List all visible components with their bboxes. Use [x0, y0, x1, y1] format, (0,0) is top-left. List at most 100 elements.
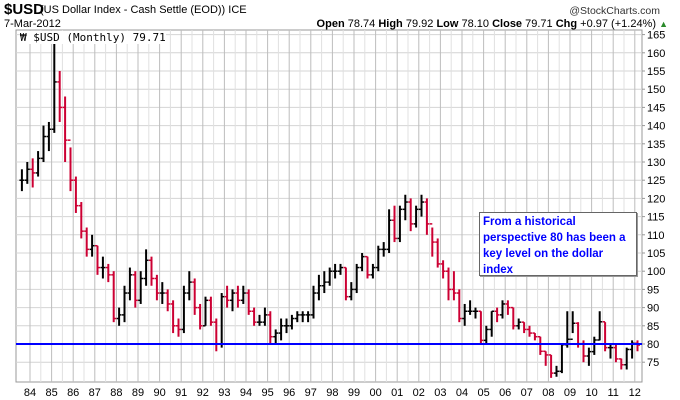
price-bar	[262, 307, 268, 326]
price-bar	[95, 244, 100, 275]
price-bar	[132, 271, 138, 308]
price-bar	[203, 296, 208, 327]
low-value: 78.10	[461, 18, 490, 30]
price-bar	[84, 227, 90, 257]
price-bar	[57, 71, 63, 122]
price-bar	[197, 303, 203, 330]
x-tick-label: 87	[89, 387, 101, 399]
price-bar	[192, 278, 198, 315]
price-bar	[68, 139, 73, 192]
price-bar	[230, 289, 235, 312]
x-tick-label: 91	[175, 387, 187, 399]
x-tick-label: 95	[261, 387, 273, 399]
x-tick-label: 86	[67, 387, 79, 399]
x-tick-label: 99	[348, 387, 360, 399]
x-tick-label: 96	[283, 387, 295, 399]
price-bar	[348, 282, 354, 301]
price-bar	[489, 310, 495, 337]
price-bar	[143, 249, 149, 286]
x-tick-label: 01	[391, 387, 403, 399]
price-bar	[554, 365, 559, 377]
x-tick-label: 06	[499, 387, 511, 399]
y-tick-label: 115	[647, 212, 665, 224]
price-bar	[618, 358, 624, 370]
price-bar	[446, 267, 451, 301]
quote-date: 7-Mar-2012	[4, 18, 61, 30]
price-bar	[246, 289, 252, 315]
price-bar	[273, 329, 279, 344]
high-label: High	[378, 18, 403, 30]
price-bar	[116, 307, 122, 326]
price-bar	[548, 354, 554, 378]
price-bar	[435, 238, 441, 268]
x-tick-label: 11	[607, 387, 618, 399]
price-bar	[359, 253, 365, 272]
x-tick-label: 03	[434, 387, 446, 399]
x-tick-label: 85	[45, 387, 57, 399]
price-bar	[278, 318, 284, 341]
symbol-description: (US Dollar Index - Cash Settle (EOD)) IC…	[40, 4, 247, 16]
price-bar	[176, 318, 181, 337]
price-bar	[456, 289, 462, 323]
open-label: Open	[316, 18, 345, 30]
price-bar	[78, 202, 84, 239]
price-bar	[289, 314, 295, 330]
price-bar	[186, 271, 192, 301]
x-tick-label: 92	[197, 387, 209, 399]
price-bar	[386, 209, 392, 253]
x-tick-label: 04	[456, 387, 468, 399]
price-bar	[527, 325, 532, 337]
price-bar	[51, 38, 57, 133]
price-bar	[170, 300, 176, 334]
price-bar	[473, 307, 478, 319]
x-tick-label: 97	[305, 387, 317, 399]
ohlc-bar-icon: ₩	[20, 31, 27, 44]
price-bar	[311, 285, 316, 319]
price-bar	[257, 314, 262, 326]
x-tick-label: 90	[153, 387, 165, 399]
y-tick-label: 75	[647, 357, 659, 369]
price-bar	[332, 263, 338, 279]
price-bar	[602, 321, 608, 352]
price-bar	[375, 245, 381, 272]
up-arrow-icon: ▲	[659, 19, 668, 29]
price-bar	[181, 285, 187, 334]
price-bar	[111, 271, 117, 323]
price-bar	[105, 263, 111, 283]
symbol: $USD	[4, 1, 45, 18]
price-bar	[500, 300, 505, 319]
x-tick-label: 00	[369, 387, 381, 399]
price-bar	[127, 267, 133, 301]
price-bar	[591, 336, 597, 355]
price-bar	[419, 194, 424, 217]
price-bar	[608, 344, 613, 359]
price-bar	[451, 271, 457, 301]
price-bar	[429, 223, 435, 257]
y-tick-label: 130	[647, 157, 665, 169]
price-bar	[624, 347, 630, 370]
price-bar	[300, 311, 306, 323]
price-bar	[100, 256, 106, 279]
price-bar	[235, 285, 241, 308]
price-bar	[73, 176, 79, 213]
price-bar	[370, 263, 376, 279]
price-bar	[570, 311, 576, 341]
price-bar	[365, 255, 370, 279]
price-bar	[240, 285, 246, 304]
y-tick-label: 160	[647, 48, 665, 60]
price-bar	[154, 274, 160, 301]
y-tick-label: 165	[647, 30, 665, 42]
annotation-box: From a historical perspective 80 has bee…	[479, 212, 637, 276]
price-bar	[543, 350, 549, 366]
price-bar	[613, 344, 619, 363]
price-bar	[327, 267, 333, 286]
close-label: Close	[492, 18, 523, 30]
x-tick-label: 08	[542, 387, 554, 399]
copyright: @StockCharts.com	[569, 5, 660, 17]
x-tick-label: 93	[218, 387, 230, 399]
price-bar	[62, 96, 68, 162]
price-bar	[224, 285, 230, 308]
x-tick-label: 10	[585, 387, 597, 399]
price-bar	[510, 306, 516, 330]
